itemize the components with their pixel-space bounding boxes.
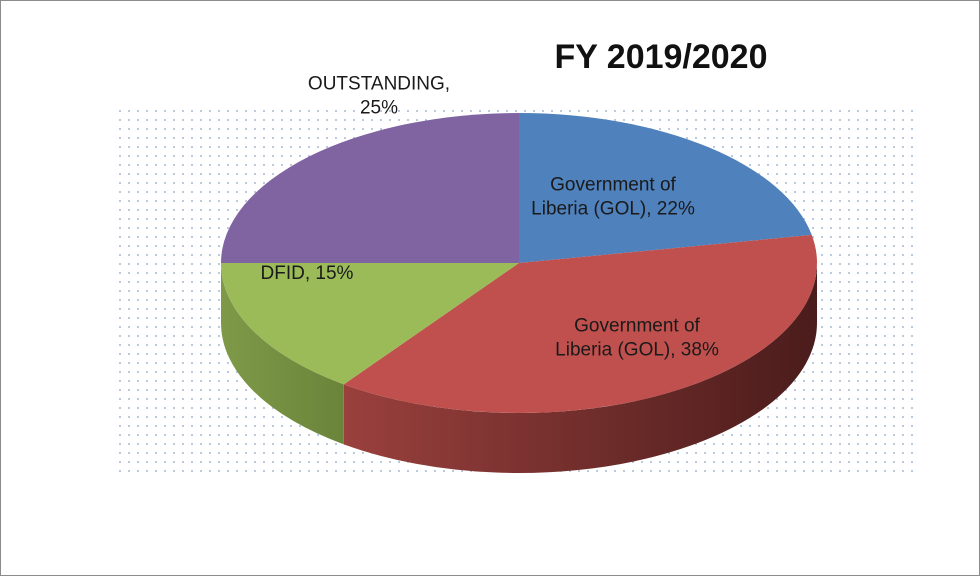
slice <box>221 263 519 385</box>
data-label: DFID, 15% <box>260 263 354 285</box>
data-label: Government of Liberia (GOL), 22% <box>531 174 695 219</box>
slice-side <box>343 263 817 473</box>
slice <box>343 234 818 414</box>
slice <box>519 113 812 263</box>
data-label: Government of Liberia (GOL), 38% <box>555 315 719 360</box>
slice-side <box>221 263 344 445</box>
data-label: OUTSTANDING, 25% <box>307 73 451 118</box>
chart-title: FY 2019/2020 <box>555 38 768 76</box>
slice <box>221 113 519 263</box>
